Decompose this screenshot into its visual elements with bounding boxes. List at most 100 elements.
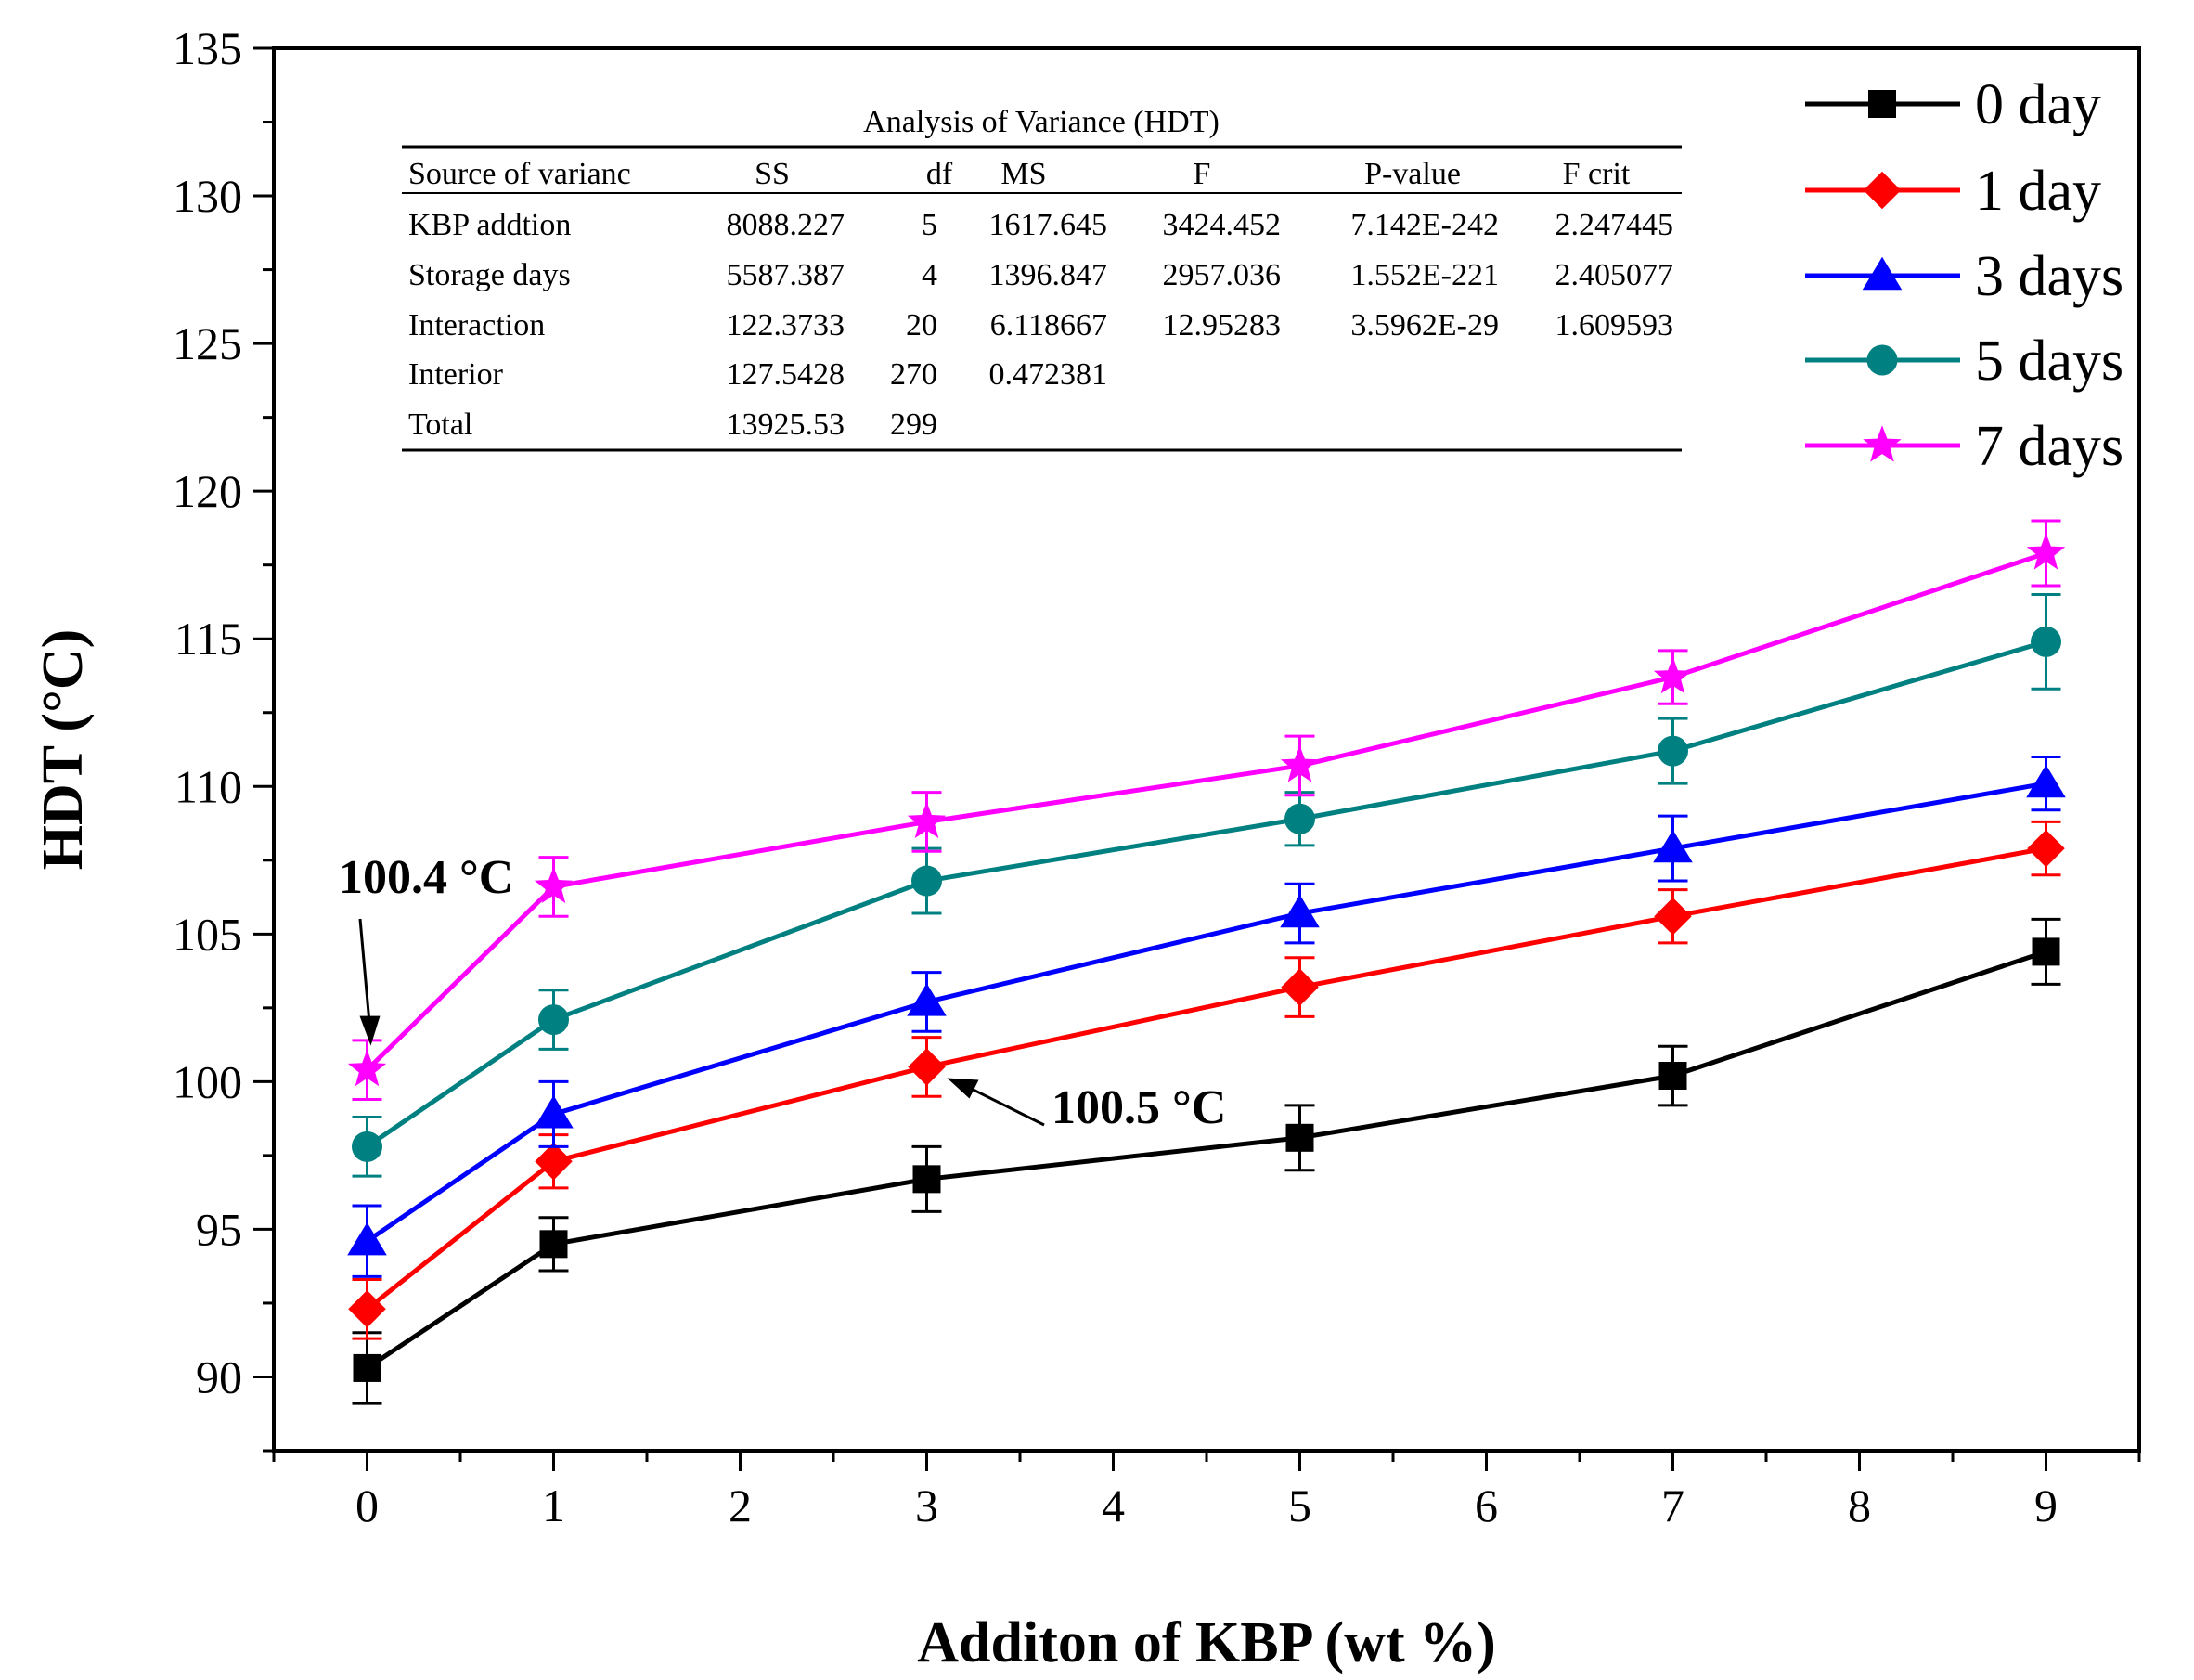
data-point xyxy=(911,865,942,897)
legend-marker xyxy=(1863,171,1902,210)
legend-label: 7 days xyxy=(1975,415,2123,478)
x-tick-label: 8 xyxy=(1848,1480,1871,1531)
anova-cell: 3.5962E-29 xyxy=(1350,308,1499,342)
x-tick-label: 4 xyxy=(1102,1480,1125,1531)
legend-label: 5 days xyxy=(1975,330,2123,393)
annotation-arrowhead xyxy=(947,1078,979,1099)
legend-entry: 0 day xyxy=(1805,73,2101,136)
data-point xyxy=(535,1143,573,1181)
annotation-arrow xyxy=(967,1086,1045,1127)
data-point xyxy=(534,866,574,903)
data-point xyxy=(347,1221,387,1256)
legend-entry: 7 days xyxy=(1805,415,2123,478)
data-point xyxy=(353,1353,381,1382)
x-tick-label: 6 xyxy=(1475,1480,1498,1531)
data-point xyxy=(347,1049,387,1087)
y-tick-label: 105 xyxy=(173,908,242,960)
legend-marker xyxy=(1862,256,1903,291)
annotation-label: 100.4 °C xyxy=(339,851,513,904)
x-tick-label: 0 xyxy=(355,1480,379,1531)
anova-cell: 3424.452 xyxy=(1163,208,1282,242)
series-line xyxy=(365,550,2047,1072)
data-point xyxy=(1281,968,1319,1006)
anova-header-cell: df xyxy=(926,157,953,191)
data-point xyxy=(2026,533,2066,570)
y-tick-label: 90 xyxy=(196,1350,242,1402)
anova-cell: Storage days xyxy=(408,258,571,292)
y-tick-label: 100 xyxy=(173,1055,242,1107)
legend-marker xyxy=(1866,344,1898,376)
x-tick-label: 2 xyxy=(729,1480,752,1531)
annotation-arrow xyxy=(358,918,371,1028)
data-point xyxy=(2026,764,2066,798)
anova-header-cell: F xyxy=(1194,157,1211,191)
anova-title: Analysis of Variance (HDT) xyxy=(863,105,1220,139)
data-point xyxy=(907,983,947,1016)
anova-cell: 2957.036 xyxy=(1163,258,1282,292)
y-tick-label: 125 xyxy=(173,317,242,369)
x-axis-title: Additon of KBP (wt %) xyxy=(917,1611,1495,1674)
legend-label: 0 day xyxy=(1975,73,2101,136)
series-0 xyxy=(352,917,2061,1405)
series-line xyxy=(366,950,2047,1371)
anova-cell: 1.609593 xyxy=(1555,308,1674,342)
anova-cell: 5587.387 xyxy=(727,258,845,292)
anova-cell: 6.118667 xyxy=(990,308,1107,342)
anova-cell: 8088.227 xyxy=(727,208,845,242)
data-point xyxy=(539,1230,568,1259)
anova-header-cell: Source of varianc xyxy=(408,157,631,191)
anova-cell: 127.5428 xyxy=(727,357,845,392)
data-point xyxy=(534,1095,574,1129)
anova-cell: Total xyxy=(408,407,472,442)
data-point xyxy=(348,1290,386,1328)
data-point xyxy=(1284,803,1315,834)
data-point xyxy=(538,1004,569,1036)
y-tick-label: 135 xyxy=(173,22,242,74)
y-tick-label: 95 xyxy=(196,1203,242,1255)
data-point xyxy=(1285,1123,1314,1152)
data-point xyxy=(907,801,947,838)
data-point xyxy=(912,1165,941,1194)
anova-cell: 1.552E-221 xyxy=(1350,258,1499,292)
legend-label: 3 days xyxy=(1975,245,2123,308)
x-tick-label: 3 xyxy=(915,1480,938,1531)
legend-marker xyxy=(1868,90,1896,118)
data-point xyxy=(1658,1062,1687,1091)
anova-cell: 20 xyxy=(906,308,937,342)
legend-entry: 5 days xyxy=(1805,330,2123,393)
data-point xyxy=(2027,829,2065,868)
series-line xyxy=(366,639,2047,1149)
data-point xyxy=(1280,745,1320,782)
anova-cell: Interior xyxy=(408,357,504,392)
anova-cell: 13925.53 xyxy=(727,407,845,442)
series-1 xyxy=(348,820,2065,1340)
anova-cell: KBP addtion xyxy=(408,208,571,242)
anova-header-cell: MS xyxy=(1000,157,1046,191)
anova-cell: Interaction xyxy=(408,308,545,342)
series-line xyxy=(365,846,2046,1312)
legend-entry: 1 day xyxy=(1805,160,2101,223)
legend-label: 1 day xyxy=(1975,160,2101,223)
data-point xyxy=(1658,735,1688,767)
annotation-arrowhead xyxy=(359,1015,381,1046)
y-tick-label: 120 xyxy=(173,465,242,517)
series-3 xyxy=(352,592,2061,1178)
data-point xyxy=(1653,656,1693,694)
legend-entry: 3 days xyxy=(1805,245,2123,308)
series-2 xyxy=(347,755,2066,1278)
anova-cell: 2.405077 xyxy=(1555,258,1674,292)
anova-cell: 1617.645 xyxy=(989,208,1108,242)
anova-cell: 12.95283 xyxy=(1163,308,1282,342)
x-tick-label: 5 xyxy=(1288,1480,1311,1531)
annotation-label: 100.5 °C xyxy=(1052,1081,1226,1134)
y-tick-label: 110 xyxy=(174,760,242,812)
anova-cell: 1396.847 xyxy=(989,258,1108,292)
anova-header-cell: P-value xyxy=(1364,157,1461,191)
anova-cell: 0.472381 xyxy=(989,357,1108,392)
anova-header-cell: SS xyxy=(755,157,790,191)
data-point xyxy=(1653,829,1693,863)
anova-cell: 299 xyxy=(890,407,937,442)
x-tick-label: 1 xyxy=(542,1480,565,1531)
y-axis-title: HDT (°C) xyxy=(32,629,95,871)
